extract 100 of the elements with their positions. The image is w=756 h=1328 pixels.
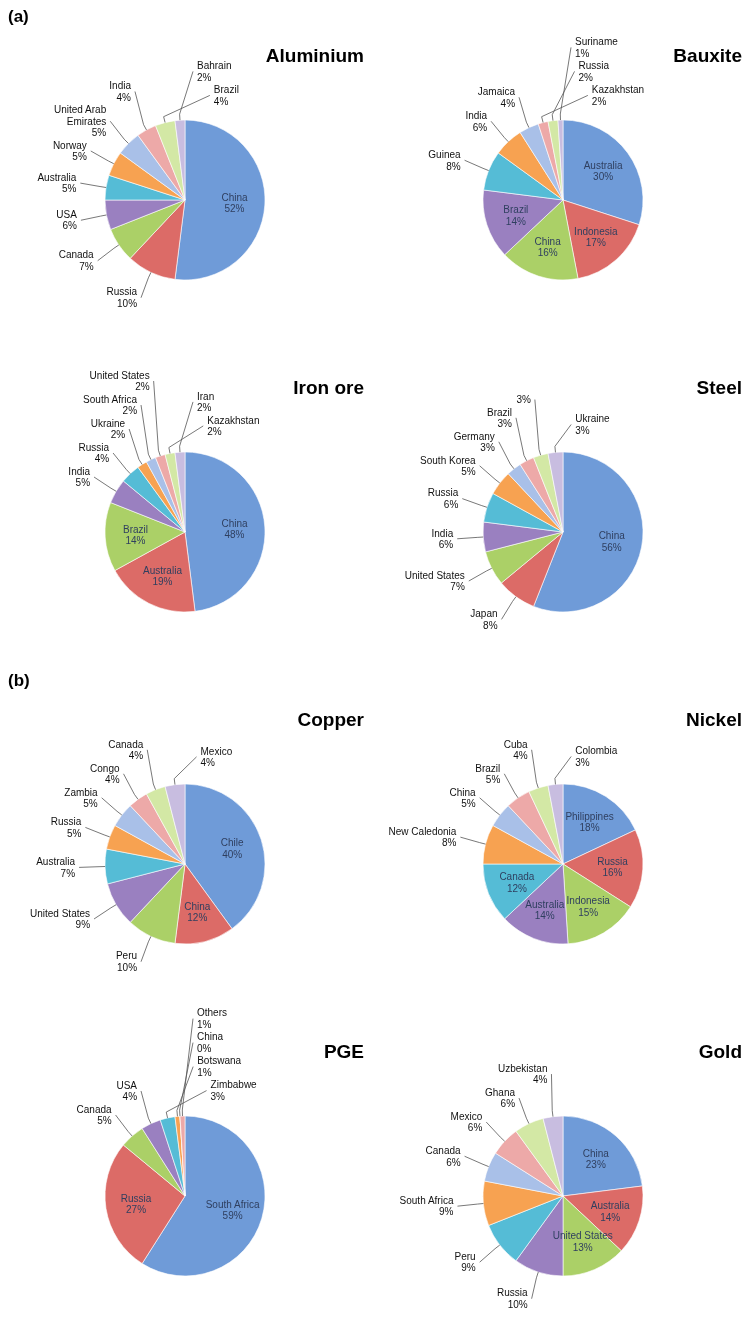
slice-label: Russia xyxy=(50,816,82,828)
data-label: 15% xyxy=(578,906,599,918)
slice-label: Zimbabwe xyxy=(210,1079,258,1091)
data-label: 6% xyxy=(467,1122,483,1134)
slice-label: Japan xyxy=(470,608,498,620)
slice-label: Others xyxy=(197,1007,228,1019)
data-label: 8% xyxy=(441,837,457,849)
data-label: 14% xyxy=(600,1211,621,1223)
data-label: 5% xyxy=(66,827,82,839)
slice-label: Australia xyxy=(590,1200,631,1212)
data-label: 4% xyxy=(513,750,528,762)
slice-label: Congo xyxy=(90,762,120,774)
slice-label: Mexico xyxy=(450,1110,483,1122)
data-label: 3% xyxy=(497,418,513,430)
data-label: 3% xyxy=(516,394,531,406)
slice-label: China xyxy=(449,786,477,798)
data-label: 17% xyxy=(585,237,606,249)
slice-label: China xyxy=(582,1147,610,1159)
slice-label: Australia xyxy=(36,856,76,868)
data-label: 9% xyxy=(75,919,91,931)
data-label: 6% xyxy=(472,121,488,133)
slice-label: China xyxy=(221,191,248,203)
data-label: 2% xyxy=(122,405,138,417)
data-label: 4% xyxy=(128,750,144,762)
slice-label: Cuba xyxy=(503,738,529,750)
slice-label: Russia xyxy=(106,286,138,298)
data-label: 14% xyxy=(534,910,555,922)
data-label: 3% xyxy=(575,756,590,768)
slice-label: Mexico xyxy=(200,745,233,757)
slice-label: Russia xyxy=(427,487,459,499)
slice-label: Uzbekistan xyxy=(498,1062,548,1074)
data-label: 10% xyxy=(507,1298,528,1310)
data-label: 16% xyxy=(602,867,623,879)
slice-label: Canada xyxy=(425,1144,462,1156)
slice-label: United Arab Emirates xyxy=(53,104,107,127)
data-label: 3% xyxy=(480,442,495,454)
slice-label: Canada xyxy=(499,871,535,883)
data-label: 2% xyxy=(207,426,222,438)
slice-label: India xyxy=(68,465,91,477)
data-label: 9% xyxy=(461,1262,476,1274)
data-label: 2% xyxy=(135,381,150,393)
slice-label: South Africa xyxy=(399,1194,454,1206)
text: Gold xyxy=(698,1041,742,1062)
data-label: 5% xyxy=(83,798,98,810)
slice-label: Kazakhstan xyxy=(207,414,260,426)
text: PGE xyxy=(323,1041,364,1062)
data-label: 1% xyxy=(197,1018,212,1030)
slice-label: India xyxy=(431,527,454,539)
data-label: 2% xyxy=(197,402,212,414)
data-label: 4% xyxy=(105,774,120,786)
slice-label: Guinea xyxy=(428,148,462,160)
data-label: 12% xyxy=(187,912,208,924)
slice-label: Germany xyxy=(453,430,495,442)
slice-label: Suriname xyxy=(575,36,619,48)
slice-label: Zambia xyxy=(64,786,99,798)
data-label: 59% xyxy=(222,1210,243,1222)
slice-label: Norway xyxy=(52,139,87,151)
data-label: 7% xyxy=(450,581,465,593)
slice-label: Jamaica xyxy=(477,86,516,98)
text: Bauxite xyxy=(673,45,742,66)
slice-label: USA xyxy=(116,1079,138,1091)
slice-label: New Caledonia xyxy=(388,825,457,837)
slice-label: Australia xyxy=(143,564,183,576)
slice-label: Chile xyxy=(220,837,244,849)
data-label: 4% xyxy=(94,453,110,465)
slice-label: USA xyxy=(56,208,78,220)
text: Steel xyxy=(696,377,742,398)
data-label: 4% xyxy=(213,95,229,107)
slice-label: Philippines xyxy=(565,810,614,822)
text: Nickel xyxy=(686,709,742,730)
slice-label: Brazil xyxy=(486,406,512,418)
text: (b) xyxy=(8,671,30,690)
data-label: 2% xyxy=(110,429,126,441)
data-label: 10% xyxy=(117,961,138,973)
slice-label: China xyxy=(221,517,248,529)
slice-label: Colombia xyxy=(575,745,618,757)
data-label: 8% xyxy=(446,160,461,172)
data-label: 16% xyxy=(537,247,558,259)
data-label: 7% xyxy=(60,867,76,879)
slice-label: Canada xyxy=(108,738,144,750)
data-label: 6% xyxy=(438,539,454,551)
category-label: China xyxy=(197,1031,224,1043)
data-label: 6% xyxy=(500,1098,516,1110)
slice-label: Russia xyxy=(578,60,610,72)
slice-label: Brazil xyxy=(475,762,501,774)
data-label: 48% xyxy=(224,529,245,541)
text: (a) xyxy=(8,7,29,26)
slice-label: Peru xyxy=(454,1250,476,1262)
data-label: 5% xyxy=(461,798,476,810)
slice-label: Canada xyxy=(58,249,95,261)
slice-label: Australia xyxy=(37,171,77,183)
data-label: 5% xyxy=(91,127,107,139)
data-label: 5% xyxy=(97,1115,112,1127)
data-label: 3% xyxy=(575,424,590,436)
data-label: 4% xyxy=(500,97,516,109)
data-label: 5% xyxy=(75,477,91,489)
slice-label: Kazakhstan xyxy=(591,84,645,96)
slice-label: Russia xyxy=(597,855,629,867)
slice-label: Brazil xyxy=(122,523,149,535)
text: 0% xyxy=(197,1042,212,1054)
